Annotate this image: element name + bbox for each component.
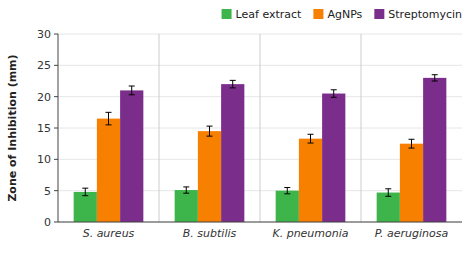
x-axis <box>58 222 462 223</box>
error-bar <box>82 188 88 196</box>
error-bar <box>385 189 391 197</box>
tick-label: 30 <box>37 28 51 41</box>
error-cap <box>432 81 438 82</box>
error-stem <box>232 80 233 88</box>
error-bar <box>284 188 290 194</box>
tick-mark <box>54 128 58 129</box>
error-cap <box>284 187 290 188</box>
error-bar <box>331 90 337 98</box>
error-stem <box>310 134 311 143</box>
error-cap <box>106 124 112 125</box>
legend: Leaf extract AgNPs Streptomycin <box>222 8 462 21</box>
error-stem <box>186 187 187 193</box>
legend-label: Leaf extract <box>236 8 303 21</box>
bar <box>423 78 446 222</box>
grid-line <box>58 222 462 223</box>
bar <box>322 94 345 222</box>
error-cap <box>284 193 290 194</box>
bars <box>74 75 447 222</box>
error-cap <box>409 139 415 140</box>
bar <box>120 90 143 222</box>
error-cap <box>230 80 236 81</box>
error-bar <box>308 134 314 143</box>
legend-item: AgNPs <box>313 8 362 21</box>
bar <box>221 84 244 222</box>
bar <box>175 190 198 222</box>
legend-swatch <box>374 9 384 19</box>
group-divider <box>361 34 362 222</box>
error-cap <box>308 143 314 144</box>
error-bar <box>106 112 112 125</box>
error-bar <box>207 126 213 136</box>
tick-label: 10 <box>37 153 51 166</box>
error-stem <box>108 112 109 125</box>
chart: 0 5 10 15 20 25 30 S. aureus B. subtilis K. pneum… <box>0 0 474 256</box>
error-cap <box>183 193 189 194</box>
category-label: P. aeruginosa <box>375 227 449 240</box>
error-cap <box>129 86 135 87</box>
group-divider <box>159 34 160 222</box>
error-cap <box>409 148 415 149</box>
tick-mark <box>54 190 58 191</box>
tick-label: 5 <box>44 185 51 198</box>
tick-label: 20 <box>37 91 51 104</box>
tick-label: 25 <box>37 59 51 72</box>
error-cap <box>432 74 438 75</box>
legend-label: Streptomycin <box>388 8 462 21</box>
tick-mark <box>54 34 58 35</box>
error-bar <box>230 80 236 88</box>
error-bar <box>409 139 415 148</box>
error-cap <box>106 112 112 113</box>
error-cap <box>207 126 213 127</box>
legend-item: Leaf extract <box>222 8 303 21</box>
category-label: S. aureus <box>83 227 135 240</box>
bar <box>299 139 322 222</box>
category-label: K. pneumonia <box>272 227 348 240</box>
category-label: B. subtilis <box>183 227 237 240</box>
tick-label: 15 <box>37 122 51 135</box>
error-stem <box>434 75 435 81</box>
error-cap <box>82 188 88 189</box>
bar <box>198 131 221 222</box>
bar <box>400 144 423 222</box>
bar <box>97 119 120 222</box>
error-stem <box>333 90 334 98</box>
y-axis <box>58 34 59 222</box>
legend-swatch <box>313 9 323 19</box>
y-axis-label: Zone of Inhibition (mm) <box>6 54 19 201</box>
bar <box>377 193 400 222</box>
error-cap <box>331 89 337 90</box>
tick-mark <box>54 96 58 97</box>
legend-swatch <box>222 9 232 19</box>
legend-item: Streptomycin <box>374 8 462 21</box>
error-stem <box>85 188 86 196</box>
error-cap <box>385 188 391 189</box>
tick-label: 0 <box>44 216 51 229</box>
error-cap <box>129 94 135 95</box>
tick-mark <box>54 65 58 66</box>
legend-label: AgNPs <box>327 8 362 21</box>
bar <box>276 191 299 222</box>
error-stem <box>131 86 132 95</box>
error-stem <box>411 139 412 148</box>
tick-mark <box>54 222 58 223</box>
error-stem <box>388 189 389 197</box>
error-cap <box>183 186 189 187</box>
group-divider <box>260 34 261 222</box>
error-cap <box>230 87 236 88</box>
bar <box>74 192 97 222</box>
error-cap <box>331 97 337 98</box>
error-bar <box>432 75 438 81</box>
error-cap <box>207 136 213 137</box>
error-cap <box>82 195 88 196</box>
error-bar <box>183 187 189 193</box>
error-cap <box>385 196 391 197</box>
error-stem <box>287 188 288 194</box>
error-cap <box>308 134 314 135</box>
tick-mark <box>54 159 58 160</box>
error-bar <box>129 86 135 95</box>
error-stem <box>209 126 210 136</box>
